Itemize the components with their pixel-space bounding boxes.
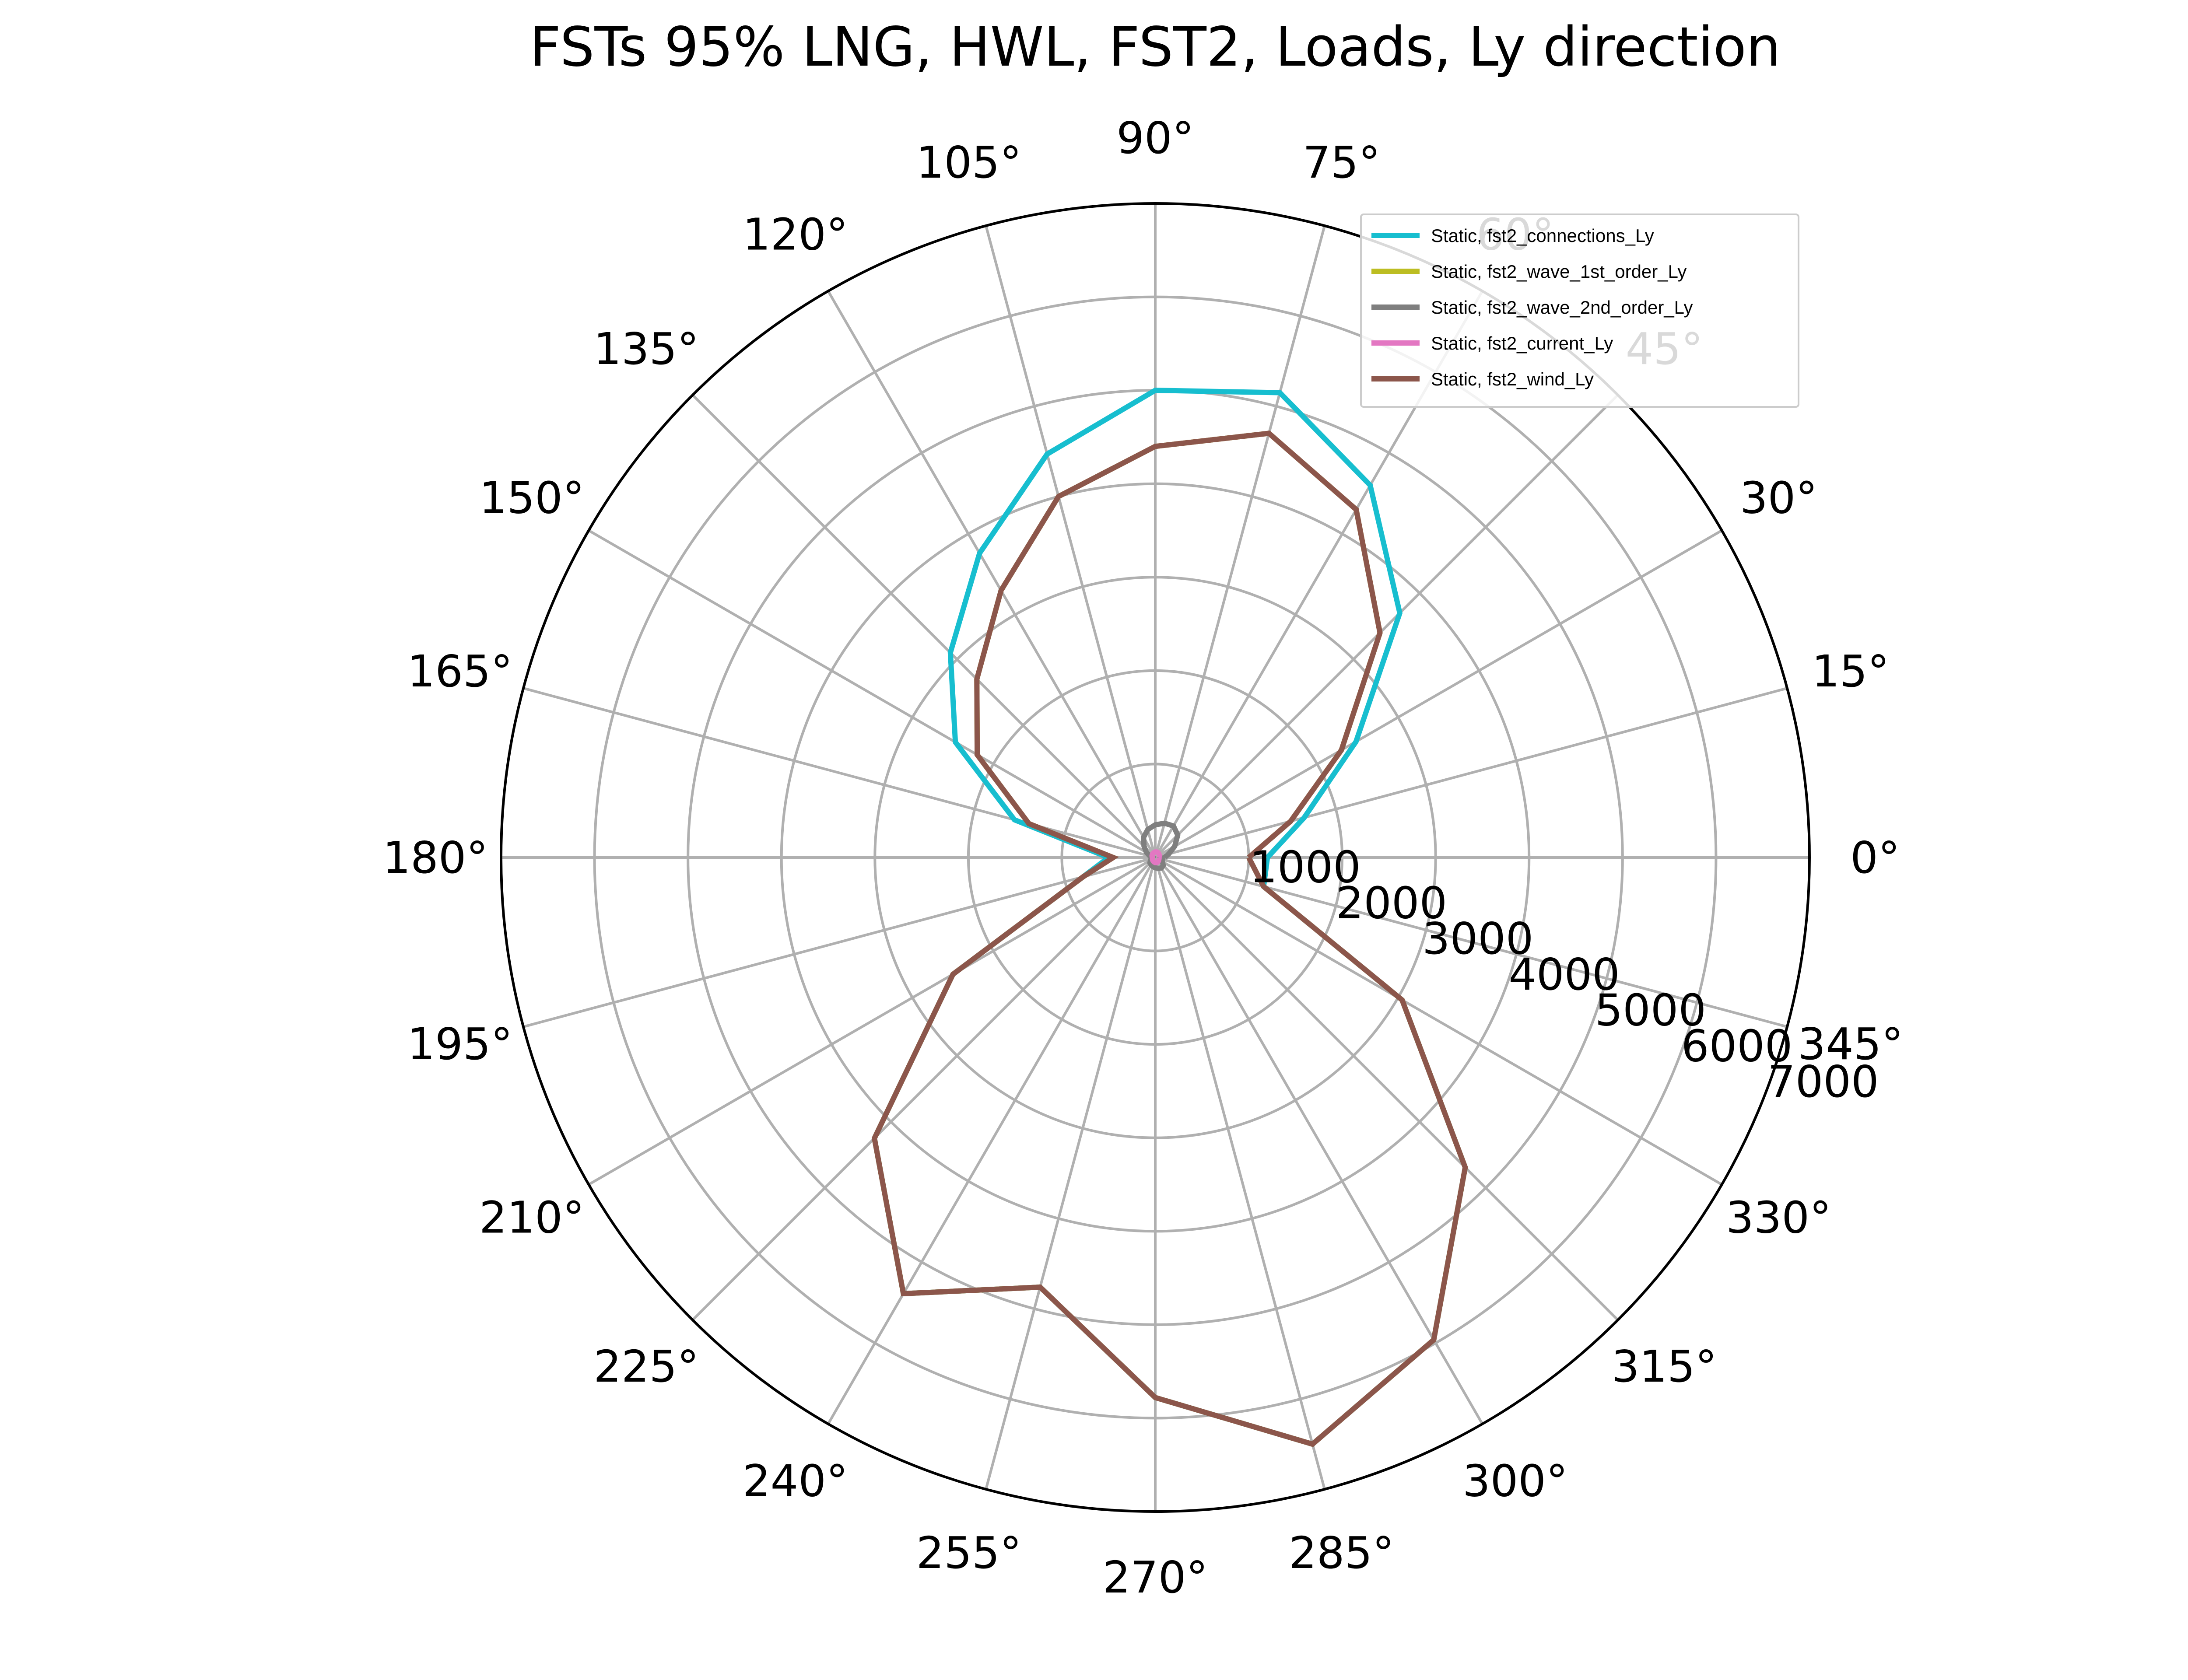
angular-gridline <box>1154 857 1484 1425</box>
legend-label: Static, fst2_wave_1st_order_Ly <box>1431 261 1687 282</box>
legend-label: Static, fst2_connections_Ly <box>1431 225 1654 246</box>
legend-box <box>1360 214 1799 408</box>
angle-tick-label: 300° <box>1462 1456 1568 1507</box>
angular-gridline <box>827 290 1157 858</box>
angular-gridline <box>523 687 1156 859</box>
angle-tick-label: 195° <box>407 1018 513 1070</box>
angular-gridline <box>1154 225 1326 858</box>
angle-tick-label: 180° <box>383 832 488 883</box>
angular-gridline <box>1154 394 1619 859</box>
angle-tick-label: 270° <box>1103 1552 1208 1603</box>
angular-gridline <box>588 856 1156 1186</box>
angle-tick-label: 135° <box>593 323 699 374</box>
angular-gridline <box>1154 529 1723 859</box>
angle-tick-label: 15° <box>1812 646 1889 697</box>
radial-tick-label: 1000 <box>1249 842 1361 893</box>
legend-label: Static, fst2_current_Ly <box>1431 333 1613 354</box>
angle-tick-label: 165° <box>407 646 513 697</box>
angle-tick-label: 240° <box>743 1456 848 1507</box>
angular-gridline <box>1154 857 1326 1490</box>
series-line-4 <box>871 430 1468 1447</box>
angle-tick-label: 75° <box>1303 137 1380 188</box>
axis-labels: 0°15°30°45°60°75°90°105°120°135°150°165°… <box>383 112 1904 1603</box>
angle-tick-label: 285° <box>1289 1527 1394 1578</box>
angular-gridline <box>691 394 1157 859</box>
angle-tick-label: 345° <box>1798 1018 1904 1070</box>
angular-gridline <box>523 856 1156 1028</box>
angular-gridline <box>985 857 1157 1490</box>
radial-tick-label: 3000 <box>1422 913 1534 964</box>
angle-tick-label: 210° <box>479 1192 585 1243</box>
polar-grid <box>500 202 1811 1513</box>
angle-tick-label: 120° <box>743 209 848 260</box>
angle-tick-label: 255° <box>916 1527 1022 1578</box>
radial-tick-label: 2000 <box>1336 877 1448 928</box>
angular-gridline <box>1155 687 1788 859</box>
polar-frame <box>500 202 1811 1513</box>
angle-tick-label: 330° <box>1726 1192 1831 1243</box>
angular-gridline <box>691 856 1157 1321</box>
angular-gridline <box>1154 856 1723 1186</box>
series-lines <box>871 388 1468 1447</box>
radial-tick-label: 5000 <box>1595 985 1707 1036</box>
series-line-3 <box>1149 849 1162 866</box>
radial-tick-label: 7000 <box>1767 1056 1879 1107</box>
chart-title: FSTs 95% LNG, HWL, FST2, Loads, Ly direc… <box>530 16 1781 79</box>
radial-tick-label: 4000 <box>1508 949 1620 1000</box>
angle-tick-label: 315° <box>1612 1341 1717 1392</box>
angle-tick-label: 225° <box>593 1341 699 1392</box>
legend-label: Static, fst2_wind_Ly <box>1431 369 1594 389</box>
angle-tick-label: 30° <box>1740 472 1817 524</box>
legend: Static, fst2_connections_Ly Static, fst2_… <box>1360 214 1799 408</box>
angular-gridline <box>827 857 1157 1425</box>
angle-tick-label: 0° <box>1850 832 1900 883</box>
radial-tick-label: 6000 <box>1681 1020 1793 1071</box>
angular-gridline <box>588 529 1156 859</box>
angular-gridline <box>985 225 1157 858</box>
angle-tick-label: 150° <box>479 472 585 524</box>
angle-tick-label: 105° <box>916 137 1022 188</box>
legend-label: Static, fst2_wave_2nd_order_Ly <box>1431 297 1693 318</box>
angular-gridline <box>1154 856 1619 1321</box>
angle-tick-label: 90° <box>1116 112 1194 164</box>
